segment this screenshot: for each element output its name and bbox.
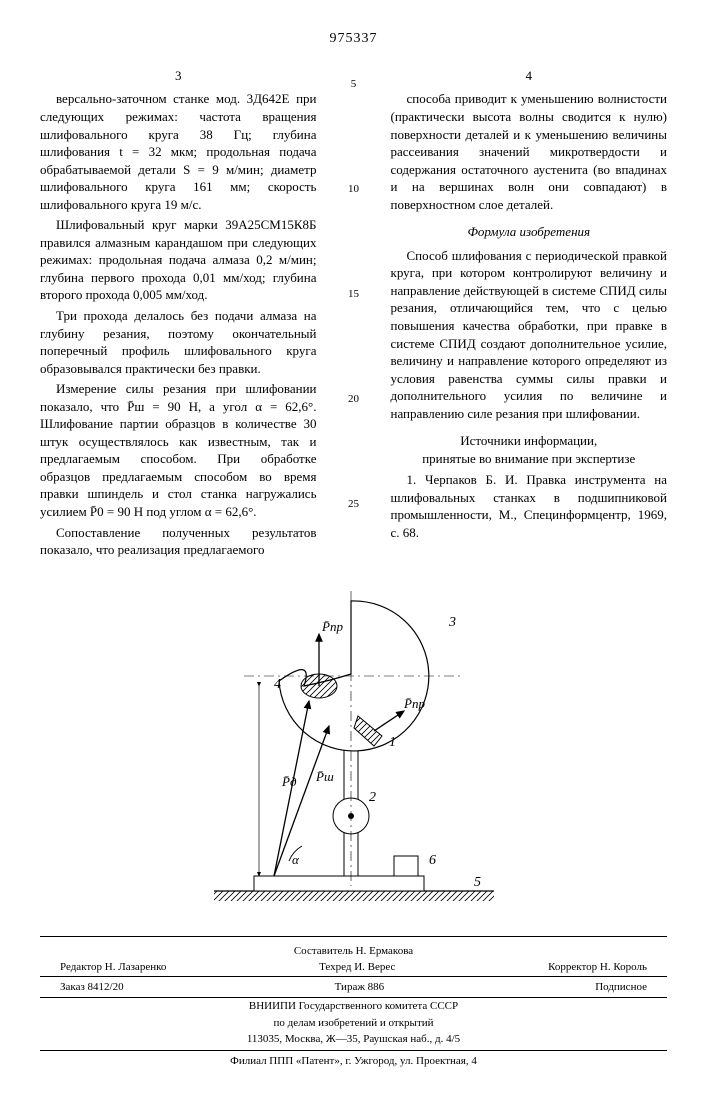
para: Шлифовальный круг марки 39А25СМ15К8Б пра… (40, 216, 317, 304)
formula-text: Способ шлифования с периодической правко… (391, 247, 668, 422)
force-p-sh: P̄ш (315, 769, 334, 784)
line-num: 15 (348, 287, 359, 302)
column-right: 4 способа приводит к уменьшению волнисто… (391, 67, 668, 562)
editor: Редактор Н. Лазаренко (60, 959, 166, 976)
line-number-gutter: 5 10 15 20 25 (345, 67, 363, 562)
formula-title: Формула изобретения (391, 223, 668, 241)
org1: ВНИИПИ Государственного комитета СССР (40, 998, 667, 1015)
line-num: 10 (348, 182, 359, 197)
separator (40, 936, 667, 937)
para: способа приводит к уменьшению волнистост… (391, 90, 668, 213)
sources-text: 1. Черпаков Б. И. Правка инструмента на … (391, 471, 668, 541)
force-p-pr-top: P̄пр (321, 619, 343, 634)
addr1: 113035, Москва, Ж—35, Раушская наб., д. … (40, 1031, 667, 1048)
fig-label-5: 5 (474, 875, 481, 890)
fig-label-1: 1 (389, 735, 396, 750)
line-num: 5 (351, 77, 357, 92)
sources-title: Источники информации, принятые во вниман… (391, 432, 668, 467)
col-num-left: 3 (40, 67, 317, 85)
tirage: Тираж 886 (335, 979, 385, 996)
subscription: Подписное (595, 979, 647, 996)
para: Сопоставление полученных результатов пок… (40, 524, 317, 559)
force-p-d: P̄д (281, 774, 297, 789)
org2: по делам изобретений и открытий (40, 1015, 667, 1032)
two-column-body: 3 версально-заточном станке мод. 3Д642Е … (40, 67, 667, 562)
para: версально-заточном станке мод. 3Д642Е пр… (40, 90, 317, 213)
fig-label-2: 2 (369, 790, 376, 805)
order: Заказ 8412/20 (60, 979, 124, 996)
angle-alpha: α (292, 852, 300, 867)
fig-label-6: 6 (429, 853, 436, 868)
fig-label-4: 4 (274, 677, 281, 692)
line-num: 25 (348, 497, 359, 512)
fig-label-3: 3 (448, 615, 456, 630)
footer: Составитель Н. Ермакова Редактор Н. Лаза… (40, 943, 667, 1070)
patent-figure: 3 4 1 2 5 6 P̄пр P̄пр P̄д P̄ш α (204, 586, 504, 916)
corrector: Корректор Н. Король (548, 959, 647, 976)
col-num-right: 4 (391, 67, 668, 85)
force-p-pr-side: P̄пр (403, 696, 425, 711)
column-left: 3 версально-заточном станке мод. 3Д642Е … (40, 67, 317, 562)
compiler: Составитель Н. Ермакова (40, 943, 667, 960)
tech: Техред И. Верес (319, 959, 395, 976)
para: Измерение силы резания при шлифовании по… (40, 380, 317, 520)
para: Три прохода делалось без подачи алмаза н… (40, 307, 317, 377)
addr2: Филиал ППП «Патент», г. Ужгород, ул. Про… (40, 1050, 667, 1070)
line-num: 20 (348, 392, 359, 407)
patent-number: 975337 (40, 30, 667, 49)
